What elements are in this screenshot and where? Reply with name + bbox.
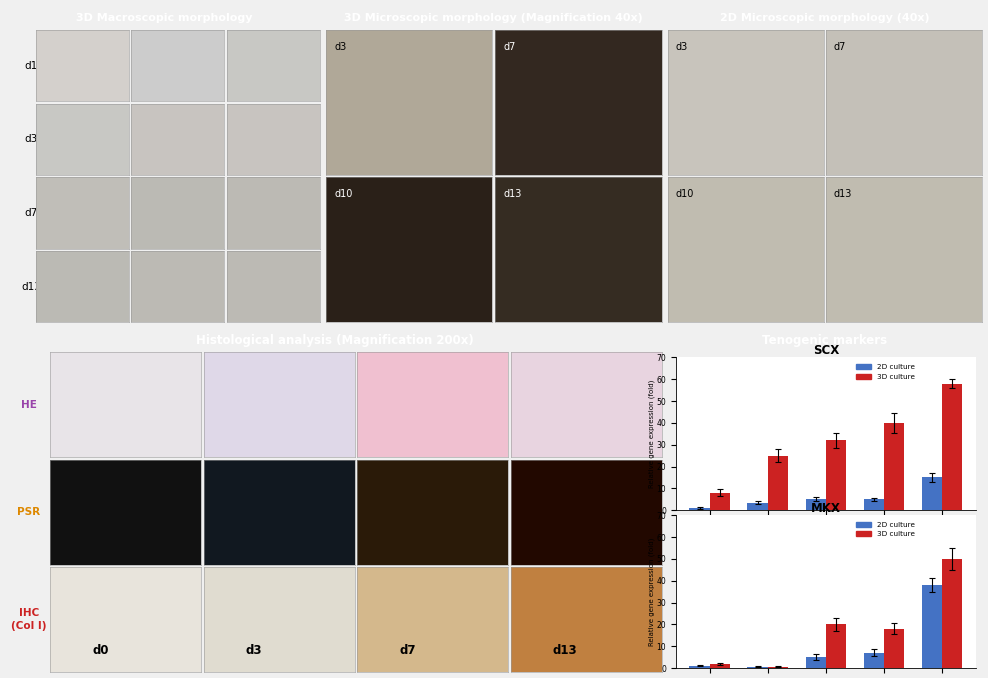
Text: d7: d7 [503, 41, 516, 52]
Bar [884, 629, 904, 668]
Bar [942, 559, 962, 668]
Text: d0: d0 [92, 644, 109, 657]
Text: IHC
(Col I): IHC (Col I) [11, 608, 46, 631]
Bar [709, 664, 730, 668]
Bar [864, 499, 884, 510]
Text: 3D Macroscopic morphology: 3D Macroscopic morphology [76, 13, 252, 23]
Text: d10: d10 [334, 189, 353, 199]
Bar [805, 499, 826, 510]
Text: d10: d10 [676, 189, 694, 199]
Text: d7: d7 [25, 208, 38, 218]
Bar [922, 477, 942, 510]
Text: PSR: PSR [18, 507, 41, 517]
Bar [748, 502, 768, 510]
Bar [805, 657, 826, 668]
Bar [942, 384, 962, 510]
Text: 3D Microscopic morphology (Magnification 40x): 3D Microscopic morphology (Magnification… [345, 13, 643, 23]
Text: d13: d13 [553, 644, 578, 657]
Bar [922, 585, 942, 668]
Bar [690, 508, 709, 510]
Bar [768, 456, 788, 510]
Bar [864, 653, 884, 668]
Text: d7: d7 [834, 41, 847, 52]
Text: d3: d3 [25, 134, 38, 144]
Text: 2D Microscopic morphology (40x): 2D Microscopic morphology (40x) [720, 13, 930, 23]
Legend: 2D culture, 3D culture: 2D culture, 3D culture [854, 519, 918, 540]
Text: d3: d3 [334, 41, 346, 52]
Text: HE: HE [21, 400, 37, 410]
Text: d13: d13 [834, 189, 853, 199]
Bar [709, 493, 730, 510]
Bar [768, 667, 788, 668]
Legend: 2D culture, 3D culture: 2D culture, 3D culture [854, 361, 918, 382]
Text: Histological analysis (Magnification 200x): Histological analysis (Magnification 200… [196, 334, 473, 347]
Text: d3: d3 [676, 41, 688, 52]
Title: SCX: SCX [813, 344, 839, 357]
Text: d13: d13 [503, 189, 522, 199]
Bar [826, 624, 846, 668]
Text: d3: d3 [246, 644, 263, 657]
Title: MKX: MKX [811, 502, 841, 515]
Bar [884, 423, 904, 510]
Y-axis label: Relative gene expression (fold): Relative gene expression (fold) [648, 538, 655, 645]
Text: d1: d1 [25, 60, 38, 71]
Bar [690, 666, 709, 668]
Bar [826, 440, 846, 510]
Y-axis label: Relative gene expression (fold): Relative gene expression (fold) [648, 380, 655, 488]
Text: d7: d7 [399, 644, 416, 657]
Text: Tenogenic markers: Tenogenic markers [763, 334, 887, 347]
Bar [748, 667, 768, 668]
Text: d13: d13 [21, 282, 41, 292]
